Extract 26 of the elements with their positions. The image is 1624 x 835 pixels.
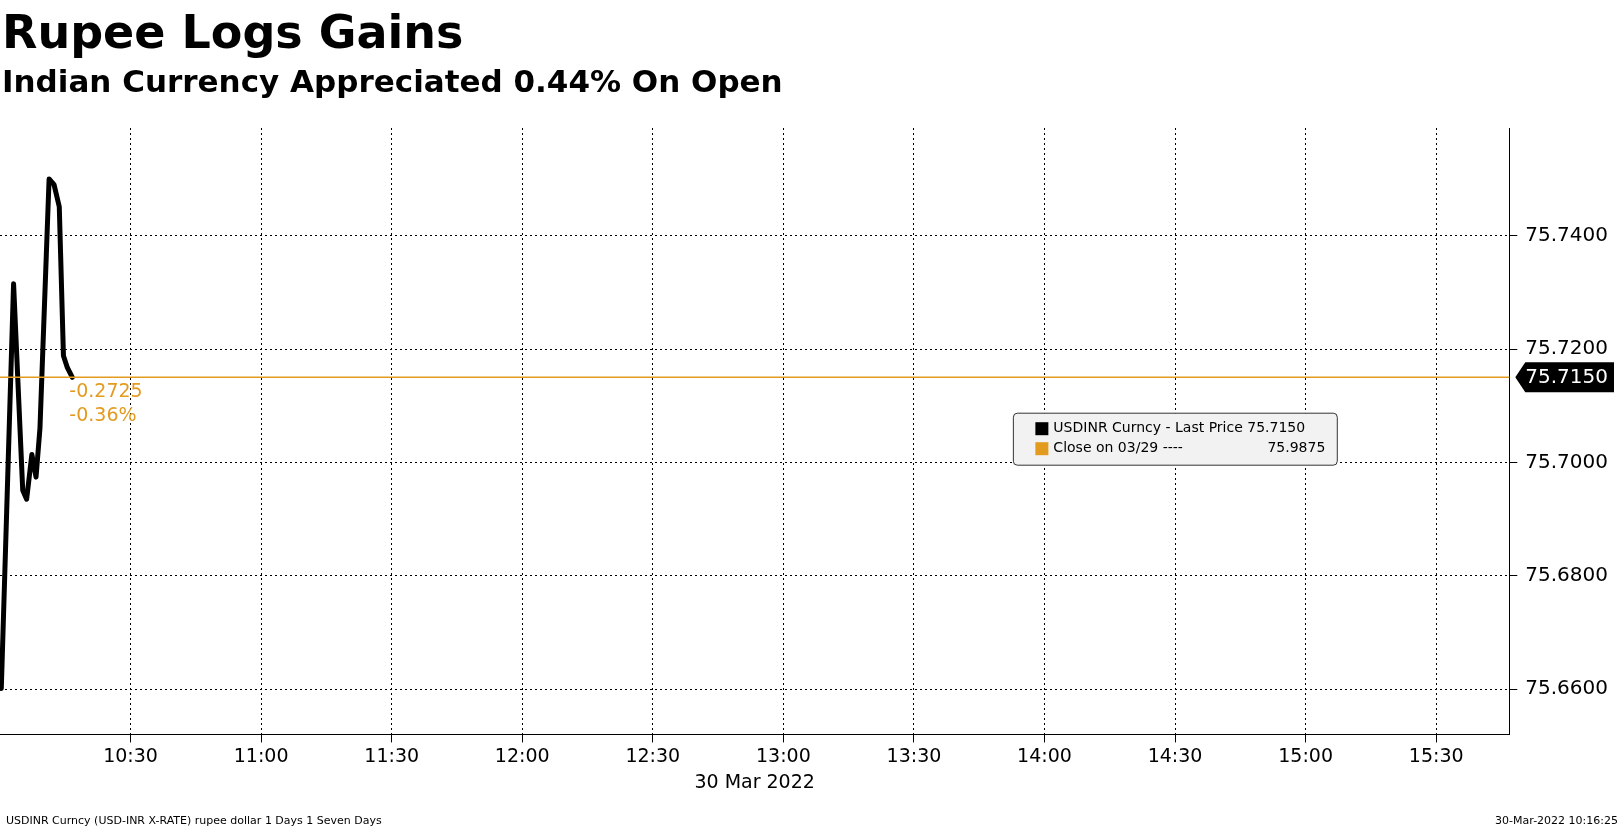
x-tick-label: 14:30	[1147, 743, 1203, 766]
y-tick-label: 75.7150	[1525, 363, 1609, 388]
y-tick-label: 75.7000	[1525, 448, 1609, 473]
x-tick-label: 12:00	[494, 743, 550, 766]
legend-label: Close on 03/29 ---- 75.9875	[1053, 438, 1326, 455]
annotation: -0.36%	[69, 402, 137, 425]
y-tick-label: 75.7200	[1525, 335, 1609, 360]
x-tick-label: 10:30	[103, 743, 158, 766]
text: 30-Mar-2022 10:16:25	[1495, 814, 1618, 827]
x-tick-label: 11:30	[364, 743, 420, 766]
x-tick-label: 13:30	[886, 743, 942, 766]
text: USDINR Curncy (USD-INR X-RATE) rupee dollar 1 Days 1 Seven Days	[6, 814, 382, 827]
annotation: -0.2725	[69, 378, 143, 401]
y-tick-label: 75.6800	[1525, 561, 1609, 586]
chart-subtitle: Indian Currency Appreciated 0.44% On Open	[2, 62, 783, 100]
x-tick-label: 12:30	[625, 743, 681, 766]
x-tick-label: 13:00	[755, 743, 811, 766]
chart-title: Rupee Logs Gains	[2, 5, 464, 59]
legend-label: USDINR Curncy - Last Price 75.7150	[1053, 418, 1306, 435]
x-axis-title: 30 Mar 2022	[694, 769, 815, 792]
x-tick-label: 15:30	[1408, 743, 1464, 766]
x-tick-label: 15:00	[1278, 743, 1333, 766]
y-tick-label: 75.6600	[1525, 675, 1609, 700]
y-tick-label: 75.7400	[1525, 221, 1609, 246]
x-tick-label: 11:00	[233, 743, 289, 766]
x-tick-label: 14:00	[1017, 743, 1072, 766]
